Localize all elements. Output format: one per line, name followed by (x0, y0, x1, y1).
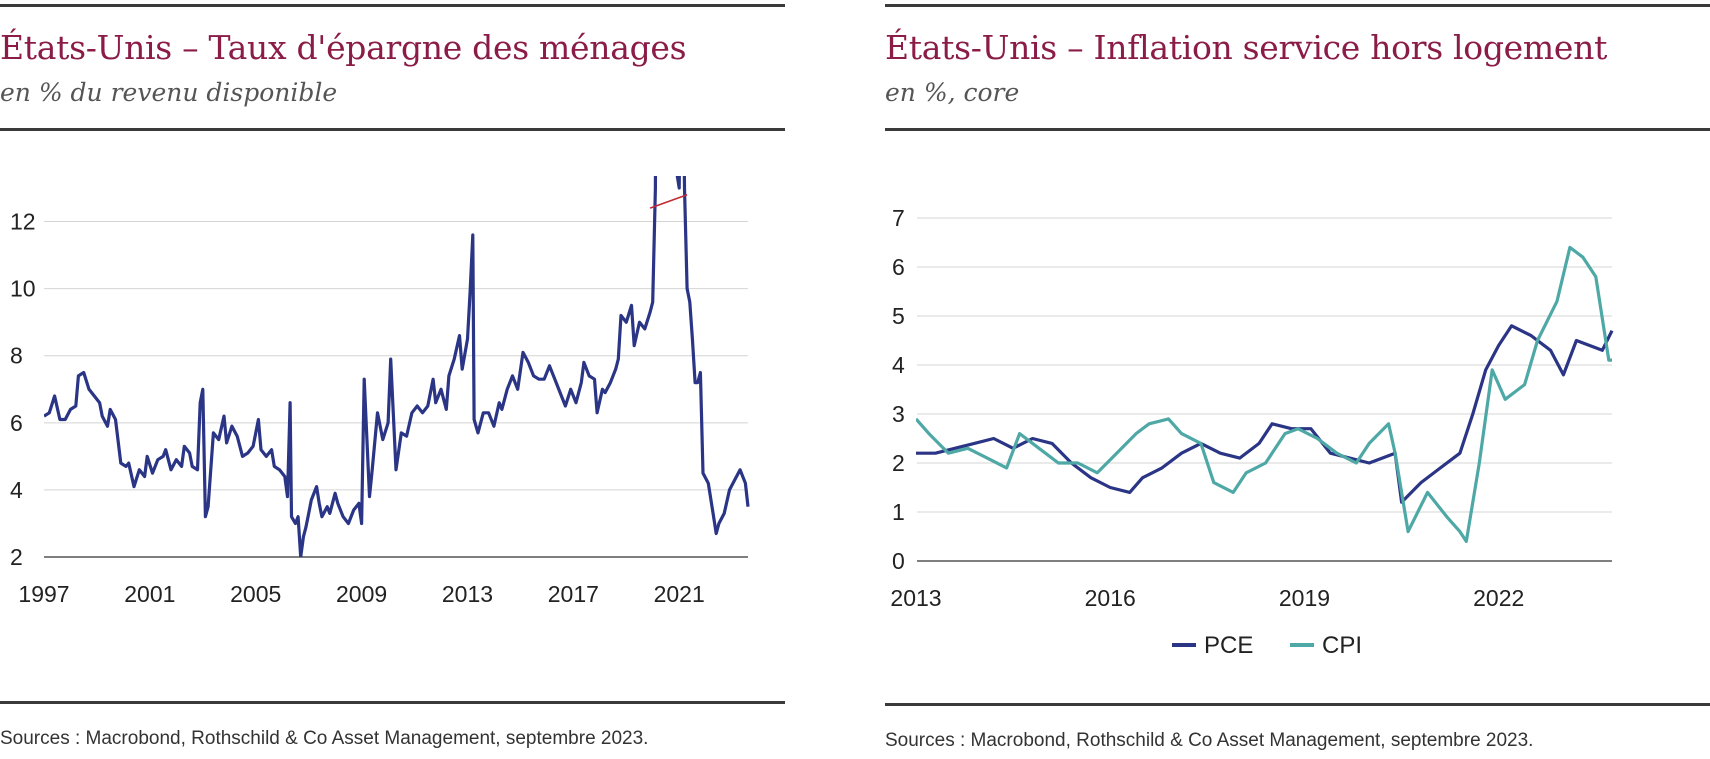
chart-subtitle: en %, core (885, 78, 1020, 107)
x-tick-label: 2005 (230, 581, 281, 607)
x-tick-label: 2019 (1279, 585, 1330, 611)
chart-subtitle: en % du revenu disponible (0, 78, 338, 107)
series-line-cpi (916, 245, 1612, 543)
x-tick-label: 2001 (124, 581, 175, 607)
x-tick-label: 1997 (18, 581, 69, 607)
y-tick-label: 8 (10, 343, 23, 369)
left-chart-panel: États-Unis – Taux d'épargne des ménages … (0, 0, 785, 759)
x-tick-label: 2016 (1085, 585, 1136, 611)
x-tick-label: 2009 (336, 581, 387, 607)
y-tick-label: 4 (892, 352, 905, 378)
y-tick-label: 7 (892, 205, 905, 231)
legend-label-pce: PCE (1204, 632, 1253, 659)
y-tick-label: 1 (892, 499, 905, 525)
y-tick-label: 2 (10, 544, 23, 570)
savings-rate-chart: 2 4 6 8 10 12 1997 2001 2005 2009 2013 2017 2021 (10, 176, 750, 607)
x-tick-label: 2022 (1473, 585, 1524, 611)
y-tick-label: 2 (892, 450, 905, 476)
y-tick-label: 12 (10, 209, 36, 235)
top-rule (885, 4, 1710, 7)
services-inflation-chart: 0 1 2 3 4 5 6 7 2013 2016 2019 2022 PCE CPI (890, 205, 1614, 659)
chart-title: États-Unis – Inflation service hors loge… (885, 28, 1608, 67)
source-note: Sources : Macrobond, Rothschild & Co Ass… (885, 730, 1534, 751)
y-tick-label: 6 (10, 410, 23, 436)
legend-label-cpi: CPI (1322, 632, 1362, 659)
chart-title: États-Unis – Taux d'épargne des ménages (0, 28, 687, 67)
x-tick-label: 2021 (654, 581, 705, 607)
series-line-0 (44, 176, 750, 557)
x-tick-label: 2013 (442, 581, 493, 607)
y-tick-label: 5 (892, 303, 905, 329)
trend-annotation-line (649, 193, 688, 209)
y-tick-label: 6 (892, 254, 905, 280)
y-tick-label: 4 (10, 477, 23, 503)
header-rule (0, 128, 785, 131)
top-rule (0, 4, 785, 7)
header-rule (885, 128, 1710, 131)
footer-rule (0, 701, 785, 704)
y-tick-label: 0 (892, 548, 905, 574)
y-tick-label: 10 (10, 276, 36, 302)
x-tick-label: 2017 (548, 581, 599, 607)
x-tick-label: 2013 (890, 585, 941, 611)
right-chart-panel: États-Unis – Inflation service hors loge… (885, 0, 1710, 759)
source-note: Sources : Macrobond, Rothschild & Co Ass… (0, 728, 649, 749)
footer-rule (885, 703, 1710, 706)
y-tick-label: 3 (892, 401, 905, 427)
